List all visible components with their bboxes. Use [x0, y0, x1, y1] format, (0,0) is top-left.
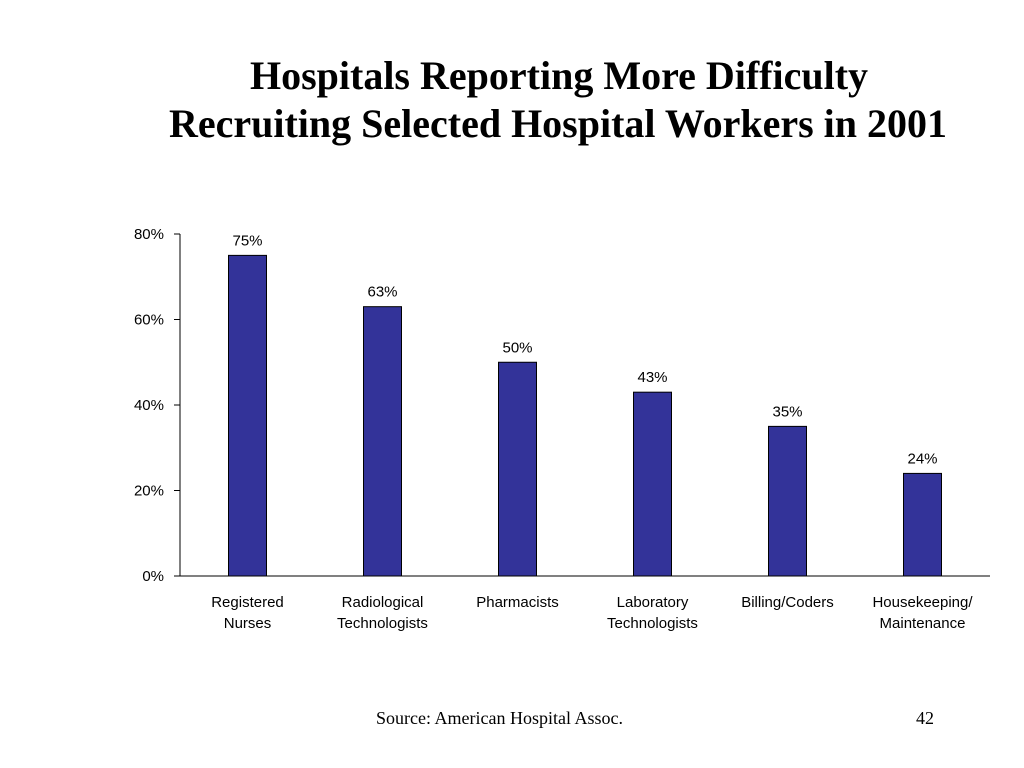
y-tick-label: 0%: [142, 568, 164, 585]
data-label: 43%: [637, 369, 667, 386]
x-tick-label: Technologists: [337, 615, 428, 632]
y-tick-label: 20%: [134, 483, 164, 500]
page-number: 42: [916, 708, 934, 728]
x-tick-label: Maintenance: [880, 615, 966, 632]
data-label: 24%: [907, 450, 937, 467]
data-label: 35%: [772, 403, 802, 420]
x-tick-label: Technologists: [607, 615, 698, 632]
y-tick-label: 40%: [134, 397, 164, 414]
bar: [903, 472, 942, 577]
slide-title: Hospitals Reporting More Difficulty Recr…: [0, 52, 1024, 148]
bar: [768, 425, 807, 577]
bar: [633, 391, 672, 577]
x-tick-label: Nurses: [224, 615, 272, 632]
x-tick-label: Radiological: [342, 594, 424, 611]
source-citation: Source: American Hospital Assoc.: [376, 708, 623, 728]
bar: [228, 254, 267, 577]
y-tick-label: 80%: [134, 226, 164, 243]
bar: [498, 361, 537, 577]
data-label: 63%: [367, 284, 397, 301]
data-label: 50%: [502, 339, 532, 356]
x-tick-label: Registered: [211, 594, 284, 611]
x-tick-label: Housekeeping/: [872, 594, 973, 611]
title-line-1: Hospitals Reporting More Difficulty: [249, 53, 869, 98]
x-tick-label: Billing/Coders: [741, 594, 834, 611]
title-line-2: Recruiting Selected Hospital Workers in …: [168, 101, 948, 146]
y-tick-label: 60%: [134, 312, 164, 329]
data-label: 75%: [232, 232, 262, 249]
x-tick-label: Pharmacists: [476, 594, 559, 611]
bar: [363, 306, 402, 577]
x-tick-label: Laboratory: [617, 594, 689, 611]
